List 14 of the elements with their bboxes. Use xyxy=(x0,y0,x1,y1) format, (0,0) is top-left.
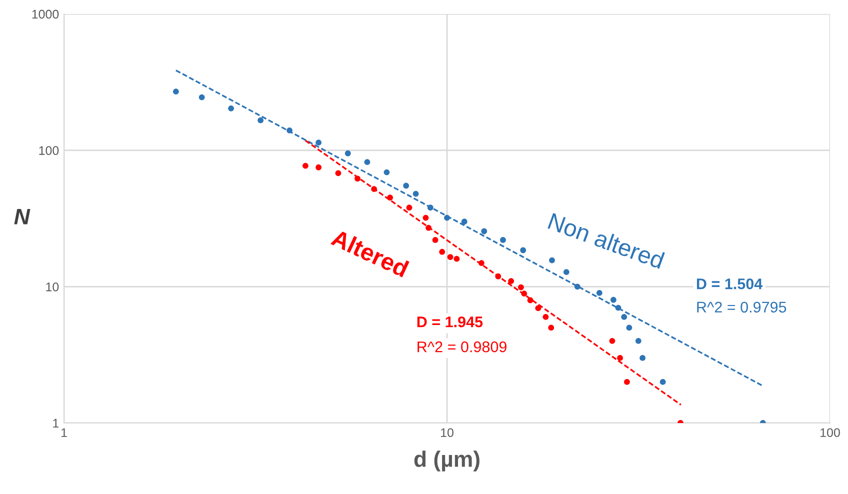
annotation: D = 1.504 xyxy=(696,278,763,290)
annotation: R^2 = 0.9809 xyxy=(418,341,506,352)
y-tick-label: 1000 xyxy=(32,10,59,19)
y-axis-title: N xyxy=(14,208,30,224)
x-tick-label: 10 xyxy=(441,428,454,438)
annotation: R^2 = 0.9795 xyxy=(697,302,786,313)
y-tick-label: 100 xyxy=(39,146,59,155)
text: Non altered xyxy=(548,212,665,270)
x-tick-label: 1 xyxy=(61,428,67,437)
annotation: D = 1.945 xyxy=(417,316,483,328)
y-tick-label: 10 xyxy=(46,282,59,292)
x-tick-label: 100 xyxy=(820,428,840,438)
x-axis-title: d (µm) xyxy=(414,450,480,472)
y-tick-label: 1 xyxy=(53,418,59,428)
